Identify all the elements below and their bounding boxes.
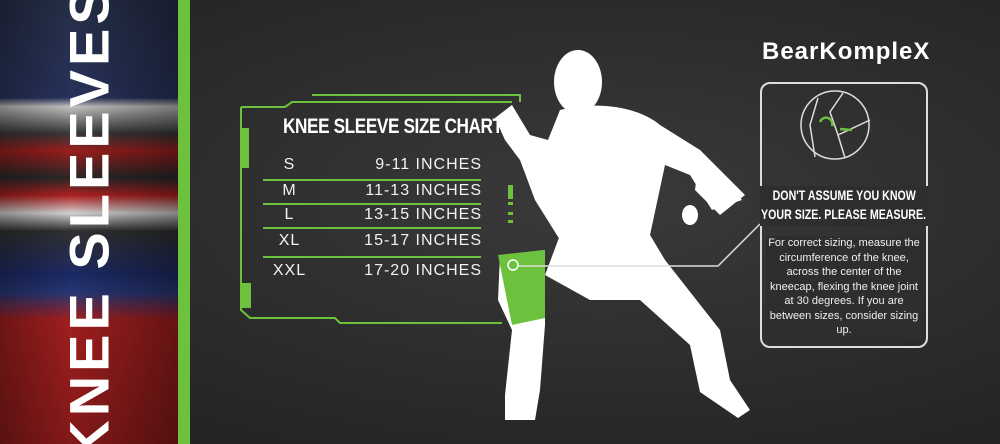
size-row: S 9-11 INCHES	[283, 156, 482, 173]
knee-measure-icon	[800, 90, 871, 160]
row-divider	[263, 256, 481, 258]
measure-instructions: For correct sizing, measure the circumfe…	[766, 236, 922, 338]
size-row: L 13-15 INCHES	[284, 206, 482, 223]
row-divider	[263, 227, 481, 229]
size-row: M 11-13 INCHES	[282, 182, 482, 199]
measure-headline-line-2: YOUR SIZE. PLEASE MEASURE.	[761, 206, 927, 222]
row-divider	[263, 179, 481, 181]
size-row: XL 15-17 INCHES	[278, 232, 482, 249]
size-row: XXL 17-20 INCHES	[272, 262, 482, 279]
accent-bar	[178, 0, 190, 444]
measure-headline-line-1: DON'T ASSUME YOU KNOW	[772, 187, 916, 203]
brand-logo: BearKompleX	[762, 38, 931, 65]
measure-headline: DON'T ASSUME YOU KNOW YOUR SIZE. PLEASE …	[760, 186, 928, 226]
product-photo-strip: KNEE SLEEVES	[0, 0, 178, 444]
row-divider	[263, 203, 481, 205]
size-chart-frame	[240, 94, 521, 324]
size-chart-title: KNEE SLEEVE SIZE CHART	[283, 115, 503, 138]
connector-line	[518, 223, 761, 267]
